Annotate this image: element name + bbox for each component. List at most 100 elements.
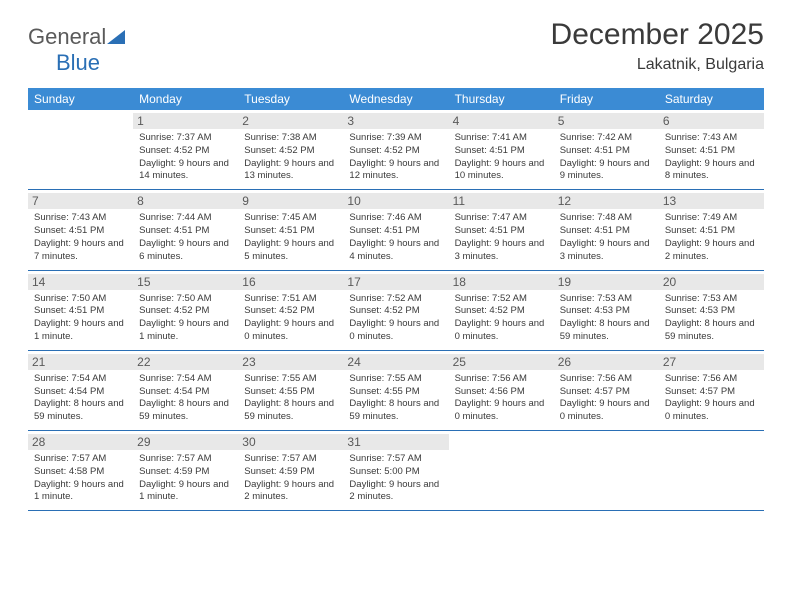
day-number: 17 — [343, 274, 448, 290]
daylight-text: Daylight: 9 hours and 8 minutes. — [665, 158, 758, 184]
day-cell — [659, 431, 764, 510]
daylight-text: Daylight: 8 hours and 59 minutes. — [34, 398, 127, 424]
sunrise-text: Sunrise: 7:57 AM — [244, 453, 337, 466]
daylight-text: Daylight: 9 hours and 0 minutes. — [455, 318, 548, 344]
sunset-text: Sunset: 4:51 PM — [455, 145, 548, 158]
day-cell: 22 Sunrise: 7:54 AMSunset: 4:54 PMDayligh… — [133, 351, 238, 430]
day-cell: 9Sunrise: 7:45 AMSunset: 4:51 PMDaylight… — [238, 190, 343, 269]
sunset-text: Sunset: 4:51 PM — [665, 145, 758, 158]
day-info: Sunrise: 7:52 AMSunset: 4:52 PMDaylight:… — [455, 293, 548, 344]
sunrise-text: Sunrise: 7:41 AM — [455, 132, 548, 145]
day-number: 31 — [343, 434, 448, 450]
day-info: Sunrise: 7:52 AMSunset: 4:52 PMDaylight:… — [349, 293, 442, 344]
header: General Blue December 2025 Lakatnik, Bul… — [28, 18, 764, 76]
day-info: Sunrise: 7:39 AMSunset: 4:52 PMDaylight:… — [349, 132, 442, 183]
day-cell: 26Sunrise: 7:56 AMSunset: 4:57 PMDayligh… — [554, 351, 659, 430]
day-info: Sunrise: 7:47 AMSunset: 4:51 PMDaylight:… — [455, 212, 548, 263]
logo-text-1: General — [28, 24, 106, 49]
day-number: 10 — [343, 193, 448, 209]
calendar-page: General Blue December 2025 Lakatnik, Bul… — [0, 0, 792, 529]
daylight-text: Daylight: 8 hours and 59 minutes. — [665, 318, 758, 344]
day-number: 20 — [659, 274, 764, 290]
day-info: Sunrise: 7:57 AMSunset: 4:58 PMDaylight:… — [34, 453, 127, 504]
daylight-text: Daylight: 9 hours and 1 minute. — [34, 318, 127, 344]
daylight-text: Daylight: 9 hours and 13 minutes. — [244, 158, 337, 184]
day-number: 27 — [659, 354, 764, 370]
sunrise-text: Sunrise: 7:57 AM — [139, 453, 232, 466]
sunrise-text: Sunrise: 7:57 AM — [34, 453, 127, 466]
week-row: 14Sunrise: 7:50 AMSunset: 4:51 PMDayligh… — [28, 271, 764, 351]
sunrise-text: Sunrise: 7:56 AM — [560, 373, 653, 386]
day-info: Sunrise: 7:57 AMSunset: 4:59 PMDaylight:… — [139, 453, 232, 504]
sunrise-text: Sunrise: 7:54 AM — [139, 373, 232, 386]
day-cell: 14Sunrise: 7:50 AMSunset: 4:51 PMDayligh… — [28, 271, 133, 350]
sunset-text: Sunset: 4:53 PM — [665, 305, 758, 318]
day-header: Tuesday — [238, 88, 343, 110]
daylight-text: Daylight: 9 hours and 0 minutes. — [455, 398, 548, 424]
day-number: 26 — [554, 354, 659, 370]
day-number: 3 — [343, 113, 448, 129]
day-cell: 19Sunrise: 7:53 AMSunset: 4:53 PMDayligh… — [554, 271, 659, 350]
sunrise-text: Sunrise: 7:50 AM — [34, 293, 127, 306]
sunset-text: Sunset: 5:00 PM — [349, 466, 442, 479]
sunrise-text: Sunrise: 7:52 AM — [349, 293, 442, 306]
day-number: 12 — [554, 193, 659, 209]
daylight-text: Daylight: 8 hours and 59 minutes. — [139, 398, 232, 424]
daylight-text: Daylight: 8 hours and 59 minutes. — [560, 318, 653, 344]
day-info: Sunrise: 7:54 AMSunset: 4:54 PMDaylight:… — [139, 373, 232, 424]
day-number: 21 — [28, 354, 133, 370]
sunset-text: Sunset: 4:51 PM — [455, 225, 548, 238]
sunset-text: Sunset: 4:59 PM — [244, 466, 337, 479]
day-info: Sunrise: 7:41 AMSunset: 4:51 PMDaylight:… — [455, 132, 548, 183]
day-info: Sunrise: 7:55 AMSunset: 4:55 PMDaylight:… — [244, 373, 337, 424]
sunrise-text: Sunrise: 7:39 AM — [349, 132, 442, 145]
week-row: 7Sunrise: 7:43 AMSunset: 4:51 PMDaylight… — [28, 190, 764, 270]
day-number: 6 — [659, 113, 764, 129]
day-number: 22 — [133, 354, 238, 370]
day-number: 1 — [133, 113, 238, 129]
day-number: 15 — [133, 274, 238, 290]
day-number: 7 — [28, 193, 133, 209]
daylight-text: Daylight: 9 hours and 7 minutes. — [34, 238, 127, 264]
day-info: Sunrise: 7:50 AMSunset: 4:52 PMDaylight:… — [139, 293, 232, 344]
logo-text-2: Blue — [56, 50, 100, 75]
day-header: Monday — [133, 88, 238, 110]
daylight-text: Daylight: 9 hours and 3 minutes. — [560, 238, 653, 264]
daylight-text: Daylight: 9 hours and 2 minutes. — [244, 479, 337, 505]
sunset-text: Sunset: 4:52 PM — [244, 145, 337, 158]
sunrise-text: Sunrise: 7:46 AM — [349, 212, 442, 225]
day-cell: 5Sunrise: 7:42 AMSunset: 4:51 PMDaylight… — [554, 110, 659, 189]
logo-text: General Blue — [28, 24, 125, 76]
day-cell: 10Sunrise: 7:46 AMSunset: 4:51 PMDayligh… — [343, 190, 448, 269]
sunset-text: Sunset: 4:51 PM — [34, 305, 127, 318]
daylight-text: Daylight: 9 hours and 1 minute. — [139, 479, 232, 505]
daylight-text: Daylight: 9 hours and 0 minutes. — [349, 318, 442, 344]
sunset-text: Sunset: 4:55 PM — [244, 386, 337, 399]
day-cell: 31 Sunrise: 7:57 AMSunset: 5:00 PMDayligh… — [343, 431, 448, 510]
week-row: 1Sunrise: 7:37 AMSunset: 4:52 PMDaylight… — [28, 110, 764, 190]
day-cell: 20Sunrise: 7:53 AMSunset: 4:53 PMDayligh… — [659, 271, 764, 350]
day-number: 18 — [449, 274, 554, 290]
day-info: Sunrise: 7:54 AMSunset: 4:54 PMDaylight:… — [34, 373, 127, 424]
day-info: Sunrise: 7:44 AMSunset: 4:51 PMDaylight:… — [139, 212, 232, 263]
day-cell: 2Sunrise: 7:38 AMSunset: 4:52 PMDaylight… — [238, 110, 343, 189]
day-info: Sunrise: 7:57 AMSunset: 5:00 PMDaylight:… — [349, 453, 442, 504]
day-info: Sunrise: 7:56 AMSunset: 4:57 PMDaylight:… — [665, 373, 758, 424]
sunrise-text: Sunrise: 7:48 AM — [560, 212, 653, 225]
daylight-text: Daylight: 9 hours and 9 minutes. — [560, 158, 653, 184]
day-number: 28 — [28, 434, 133, 450]
sunset-text: Sunset: 4:51 PM — [560, 145, 653, 158]
sunrise-text: Sunrise: 7:51 AM — [244, 293, 337, 306]
day-cell: 28 Sunrise: 7:57 AMSunset: 4:58 PMDayligh… — [28, 431, 133, 510]
day-cell: 29Sunrise: 7:57 AMSunset: 4:59 PMDayligh… — [133, 431, 238, 510]
day-info: Sunrise: 7:56 AMSunset: 4:56 PMDaylight:… — [455, 373, 548, 424]
day-cell: 25Sunrise: 7:56 AMSunset: 4:56 PMDayligh… — [449, 351, 554, 430]
day-cell: 23Sunrise: 7:55 AMSunset: 4:55 PMDayligh… — [238, 351, 343, 430]
sunrise-text: Sunrise: 7:57 AM — [349, 453, 442, 466]
daylight-text: Daylight: 9 hours and 12 minutes. — [349, 158, 442, 184]
sunset-text: Sunset: 4:54 PM — [34, 386, 127, 399]
week-row: 28 Sunrise: 7:57 AMSunset: 4:58 PMDayligh… — [28, 431, 764, 511]
day-number: 4 — [449, 113, 554, 129]
sunset-text: Sunset: 4:51 PM — [665, 225, 758, 238]
sunrise-text: Sunrise: 7:55 AM — [244, 373, 337, 386]
